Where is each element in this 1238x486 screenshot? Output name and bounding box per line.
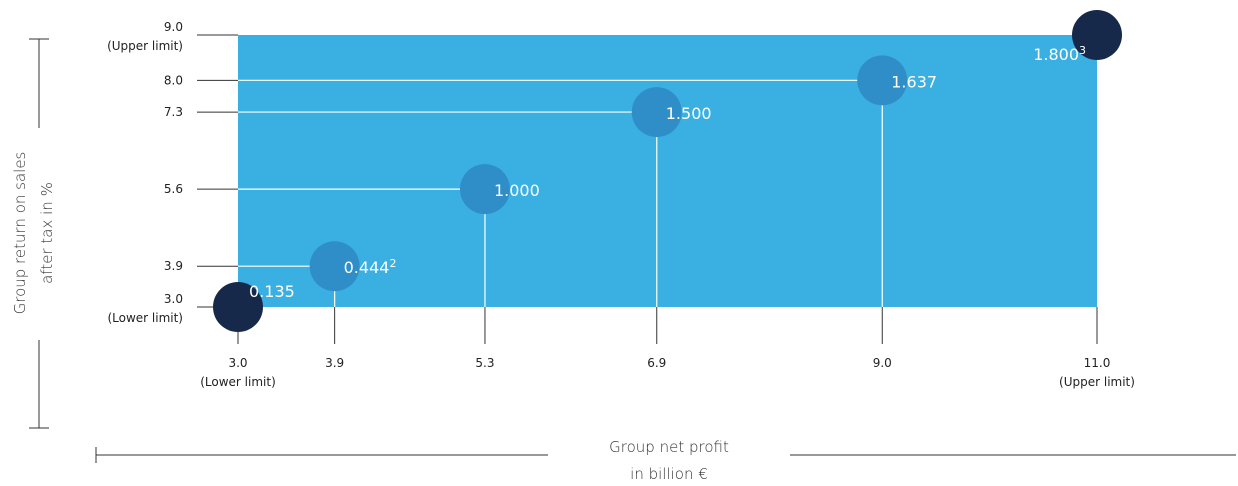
x-axis-title-line1: Group net profit (609, 438, 729, 456)
y-tick-sublabel: (Upper limit) (107, 39, 183, 53)
y-tick-label: 5.6 (164, 182, 183, 196)
y-axis-title-line2: after tax in % (38, 182, 56, 284)
x-tick-label: 6.9 (647, 356, 666, 370)
data-point (631, 87, 682, 138)
guide-lines (238, 79, 883, 307)
limit-point (213, 282, 263, 332)
y-tick-label: 3.0 (164, 292, 183, 306)
x-tick-label: 9.0 (873, 356, 892, 370)
point-value-label: 1.000 (494, 181, 540, 200)
x-tick-sublabel: (Lower limit) (200, 375, 276, 389)
x-tick-label: 5.3 (475, 356, 494, 370)
y-tick-label: 7.3 (164, 105, 183, 119)
data-point (857, 55, 908, 106)
point-value-label: 0.4442 (344, 257, 397, 277)
y-ticks: 9.0 (Upper limit) 8.0 7.3 5.6 3.9 3.0 (Lower li… (107, 20, 238, 325)
point-value-label: 0.135 (249, 282, 295, 301)
x-ticks: 3.0 (Lower limit) 3.9 5.3 6.9 9.0 11.0 (Upper l… (200, 307, 1135, 389)
point-value-label: 1.637 (891, 72, 937, 91)
point-value-label: 1.8003 (1033, 44, 1086, 64)
x-tick-label: 3.9 (325, 356, 344, 370)
y-axis-title-line1: Group return on sales (11, 152, 29, 315)
data-points: 0.135 0.4442 1.000 1.500 1.637 1.8003 (213, 10, 1122, 332)
data-point (309, 241, 360, 292)
y-tick-label: 3.9 (164, 259, 183, 273)
data-point (459, 164, 510, 215)
y-tick-label: 8.0 (164, 73, 183, 87)
y-tick-sublabel: (Lower limit) (107, 311, 183, 325)
x-tick-label: 11.0 (1084, 356, 1111, 370)
footnote-marker: 2 (389, 257, 396, 270)
x-tick-sublabel: (Upper limit) (1059, 375, 1135, 389)
footnote-marker: 3 (1079, 44, 1086, 57)
limit-point (1072, 10, 1122, 60)
point-value-label: 1.500 (666, 104, 712, 123)
y-tick-label: 9.0 (164, 20, 183, 34)
x-tick-label: 3.0 (228, 356, 247, 370)
x-axis-title-line2: in billion € (630, 465, 708, 483)
